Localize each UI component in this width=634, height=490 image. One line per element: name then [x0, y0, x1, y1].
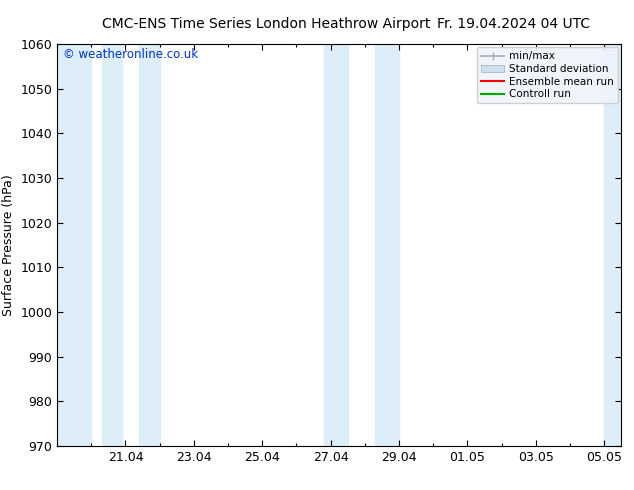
Text: © weatheronline.co.uk: © weatheronline.co.uk [63, 48, 198, 61]
Y-axis label: Surface Pressure (hPa): Surface Pressure (hPa) [2, 174, 15, 316]
Bar [604, 44, 621, 446]
Text: CMC-ENS Time Series London Heathrow Airport: CMC-ENS Time Series London Heathrow Airp… [102, 17, 430, 31]
Bar [57, 44, 91, 446]
Bar [139, 44, 160, 446]
Legend: min/max, Standard deviation, Ensemble mean run, Controll run: min/max, Standard deviation, Ensemble me… [477, 47, 618, 103]
Text: Fr. 19.04.2024 04 UTC: Fr. 19.04.2024 04 UTC [437, 17, 590, 31]
Bar [324, 44, 347, 446]
Bar [101, 44, 122, 446]
Bar [375, 44, 399, 446]
